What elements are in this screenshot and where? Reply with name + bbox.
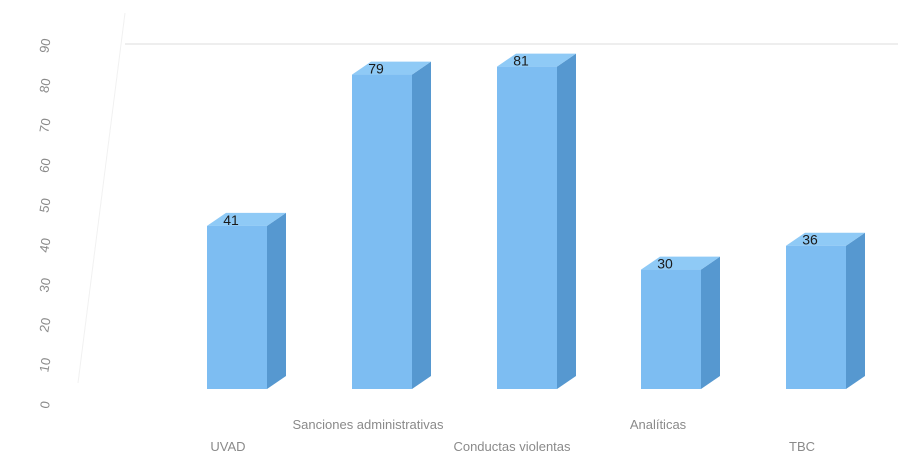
y-axis: 0 10 20 30 40 50 60 70 80 90	[36, 37, 53, 409]
data-label: 79	[368, 61, 384, 77]
bar-top-face	[786, 232, 865, 246]
bar-front-face	[352, 74, 412, 389]
data-label: 36	[802, 232, 818, 248]
y-tick-label: 40	[36, 237, 53, 254]
x-tick-label: Sanciones administrativas	[292, 417, 444, 432]
bar-front-face	[786, 245, 846, 389]
data-label: 30	[657, 256, 673, 272]
data-labels: 41 79 81 30 36	[223, 53, 818, 272]
bar-top-face	[352, 61, 431, 75]
x-axis: UVAD Sanciones administrativas Conductas v…	[210, 417, 815, 454]
data-label: 81	[513, 53, 529, 69]
bar	[641, 256, 720, 389]
bar-side-face	[267, 212, 286, 389]
y-tick-label: 60	[36, 157, 53, 174]
bar-side-face	[412, 61, 431, 389]
y-tick-label: 80	[36, 77, 53, 94]
bar	[207, 212, 286, 389]
y-tick-label: 50	[36, 197, 53, 214]
side-wall-edge	[77, 12, 126, 384]
bar-top-face	[641, 256, 720, 270]
bar-front-face	[207, 225, 267, 389]
x-tick-label: Conductas violentas	[453, 439, 571, 454]
bar	[786, 232, 865, 389]
x-tick-label: TBC	[789, 439, 815, 454]
x-tick-label: Analíticas	[630, 417, 687, 432]
y-tick-label: 10	[36, 356, 53, 373]
data-label: 41	[223, 212, 239, 228]
bar-front-face	[641, 269, 701, 389]
x-tick-label: UVAD	[210, 439, 245, 454]
bar-side-face	[557, 53, 576, 390]
y-tick-label: 30	[36, 277, 53, 294]
bar-side-face	[846, 232, 865, 389]
y-tick-label: 0	[37, 400, 53, 410]
y-tick-label: 70	[36, 117, 53, 134]
bar-series	[207, 53, 865, 390]
bar-side-face	[701, 256, 720, 389]
bar-top-face	[497, 53, 576, 67]
bar-front-face	[497, 66, 557, 390]
bar-top-face	[207, 212, 286, 226]
bar	[497, 53, 576, 390]
chart-back-wall	[77, 12, 898, 384]
y-tick-label: 20	[36, 317, 53, 334]
y-tick-label: 90	[36, 37, 53, 54]
bar	[352, 61, 431, 389]
